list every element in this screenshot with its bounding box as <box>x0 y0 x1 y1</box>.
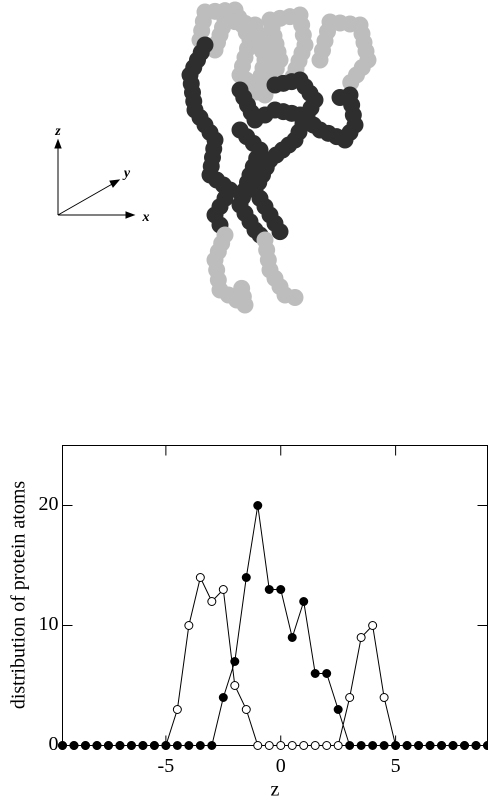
data-point <box>80 741 90 750</box>
axis-triad <box>54 138 136 219</box>
y-axis-label: distribution of protein atoms <box>8 481 30 710</box>
y-tick-label: 0 <box>49 733 59 755</box>
data-point <box>241 573 251 582</box>
data-point <box>287 741 297 750</box>
data-point <box>58 741 67 750</box>
data-point <box>207 741 217 750</box>
data-point <box>172 705 182 714</box>
data-point <box>356 633 366 642</box>
arrowhead <box>109 179 121 188</box>
series-line <box>62 505 488 746</box>
triad-label: z <box>54 124 61 139</box>
data-point <box>241 705 251 714</box>
bead <box>342 74 360 91</box>
data-point <box>69 741 79 750</box>
data-point <box>345 741 355 750</box>
data-point <box>402 741 412 750</box>
data-point <box>310 741 320 750</box>
x-tick-label: 5 <box>391 755 401 777</box>
data-point <box>379 741 389 750</box>
data-point <box>299 597 309 606</box>
data-point <box>184 741 194 750</box>
protein-model <box>181 1 377 314</box>
x-tick-label: 0 <box>276 755 286 777</box>
data-point <box>161 741 171 750</box>
bead <box>331 89 349 106</box>
data-point <box>218 585 228 594</box>
data-point <box>126 741 136 750</box>
data-point <box>184 621 194 630</box>
data-point <box>218 693 228 702</box>
bead <box>271 223 289 241</box>
y-tick-label: 20 <box>39 493 59 515</box>
data-point <box>333 741 343 750</box>
y-tick-label: 10 <box>39 613 59 635</box>
data-point <box>483 741 488 750</box>
data-point <box>368 621 378 630</box>
data-point <box>322 669 332 678</box>
x-axis-label: z <box>271 779 280 801</box>
data-point <box>207 597 217 606</box>
data-point <box>264 585 274 594</box>
data-point <box>115 741 125 750</box>
data-point <box>195 741 205 750</box>
data-point <box>230 681 240 690</box>
data-point <box>460 741 470 750</box>
triad-label: y <box>122 166 131 181</box>
data-point <box>138 741 148 750</box>
data-point <box>414 741 424 750</box>
data-point <box>195 573 205 582</box>
data-point <box>310 669 320 678</box>
arrowhead <box>125 211 136 219</box>
bead <box>248 83 266 101</box>
data-point <box>437 741 447 750</box>
data-point <box>356 741 366 750</box>
triad-y <box>57 182 115 216</box>
data-point <box>253 501 263 510</box>
data-point <box>276 585 286 594</box>
data-point <box>172 741 182 750</box>
data-point <box>230 657 240 666</box>
bead <box>233 279 251 297</box>
data-point <box>299 741 309 750</box>
data-point <box>149 741 159 750</box>
data-point <box>391 741 401 750</box>
arrowhead <box>54 138 62 149</box>
x-tick-label: -5 <box>158 755 175 777</box>
data-point <box>322 741 332 750</box>
data-point <box>264 741 274 750</box>
data-point <box>379 693 389 702</box>
data-point <box>471 741 481 750</box>
series-line <box>62 576 488 746</box>
bead <box>286 289 304 306</box>
data-point <box>287 633 297 642</box>
data-point <box>425 741 435 750</box>
data-point <box>333 705 343 714</box>
data-point <box>253 741 263 750</box>
data-point <box>103 741 113 750</box>
data-point <box>345 693 355 702</box>
triad-label: x <box>142 210 150 225</box>
data-point <box>368 741 378 750</box>
data-point <box>92 741 102 750</box>
data-point <box>276 741 286 750</box>
data-point <box>448 741 458 750</box>
plot-frame <box>62 445 488 746</box>
